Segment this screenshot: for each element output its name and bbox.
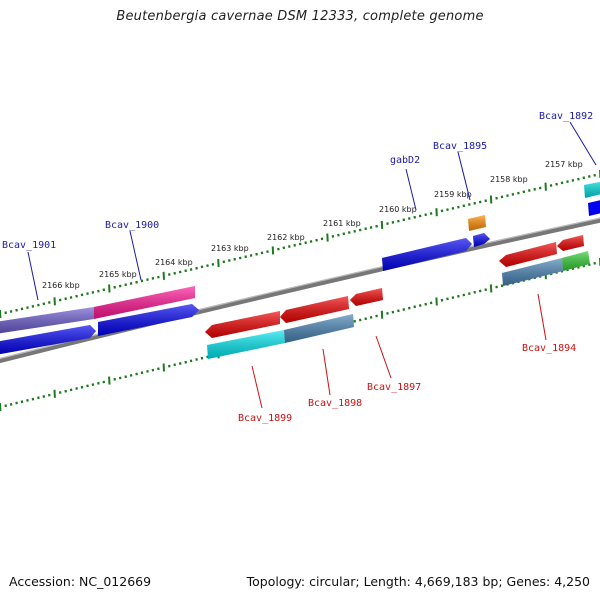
gene-label-bcav-1898[interactable]: Bcav_1898	[308, 398, 362, 409]
gene-bcav-1892[interactable]	[584, 180, 600, 198]
gene-bcav-1898[interactable]	[284, 314, 354, 343]
gene-label-gabd2[interactable]: gabD2	[390, 155, 420, 166]
leader-line	[405, 168, 417, 211]
leader-line	[251, 365, 263, 409]
gene-arrow-blue[interactable]	[0, 325, 96, 355]
leader-line	[322, 348, 331, 396]
leader-line	[129, 230, 142, 281]
gene-label-bcav-1892[interactable]: Bcav_1892	[539, 111, 593, 122]
gene-bcav-1901[interactable]	[0, 307, 94, 334]
scale-ticks-top	[0, 170, 600, 319]
kbp-label: 2158 kbp	[490, 175, 528, 184]
leader-line	[569, 121, 597, 166]
gene-label-bcav-1899[interactable]: Bcav_1899	[238, 413, 292, 424]
accession-text: Accession: NC_012669	[9, 574, 152, 589]
gene-green[interactable]	[562, 251, 590, 271]
gene-label-bcav-1894[interactable]: Bcav_1894	[522, 343, 576, 354]
kbp-label: 2162 kbp	[267, 233, 305, 242]
kbp-label: 2163 kbp	[211, 244, 249, 253]
gene-arrow-blue[interactable]	[473, 233, 490, 247]
gene-arrow-blue[interactable]	[98, 304, 199, 336]
gene-arrow-red[interactable]	[557, 235, 584, 251]
kbp-label: 2161 kbp	[323, 219, 361, 228]
kbp-label: 2159 kbp	[434, 190, 472, 199]
kbp-label: 2164 kbp	[155, 258, 193, 267]
gene-bcav-1900[interactable]	[94, 286, 195, 319]
gene-bcav-1897[interactable]	[350, 288, 383, 306]
leader-line	[27, 251, 39, 301]
kbp-label: 2160 kbp	[379, 205, 417, 214]
leader-line	[537, 293, 547, 341]
gene-arrow-red[interactable]	[499, 242, 557, 267]
gene-bcav-1895[interactable]	[468, 215, 486, 231]
leader-line	[375, 335, 392, 379]
gene-arrow-red[interactable]	[205, 311, 280, 338]
kbp-label: 2165 kbp	[99, 270, 137, 279]
gene-label-bcav-1897[interactable]: Bcav_1897	[367, 382, 421, 393]
map-title: Beutenbergia cavernae DSM 12333, complet…	[116, 9, 484, 24]
genome-backbone	[0, 217, 600, 364]
gene-gabd2[interactable]	[382, 238, 472, 271]
gene-label-bcav-1895[interactable]: Bcav_1895	[433, 141, 487, 152]
gene-arrow-red[interactable]	[280, 296, 349, 323]
leader-line	[457, 151, 471, 201]
gene-label-bcav-1901[interactable]: Bcav_1901	[2, 240, 56, 251]
genome-summary-text: Topology: circular; Length: 4,669,183 bp…	[246, 574, 590, 589]
gene-label-bcav-1900[interactable]: Bcav_1900	[105, 220, 159, 231]
kbp-label: 2157 kbp	[545, 160, 583, 169]
gene-bcav-1899[interactable]	[207, 330, 285, 359]
gene-bcav-1894[interactable]	[502, 258, 563, 286]
kbp-label: 2166 kbp	[42, 281, 80, 290]
gene-arrow-blue[interactable]	[588, 198, 600, 216]
